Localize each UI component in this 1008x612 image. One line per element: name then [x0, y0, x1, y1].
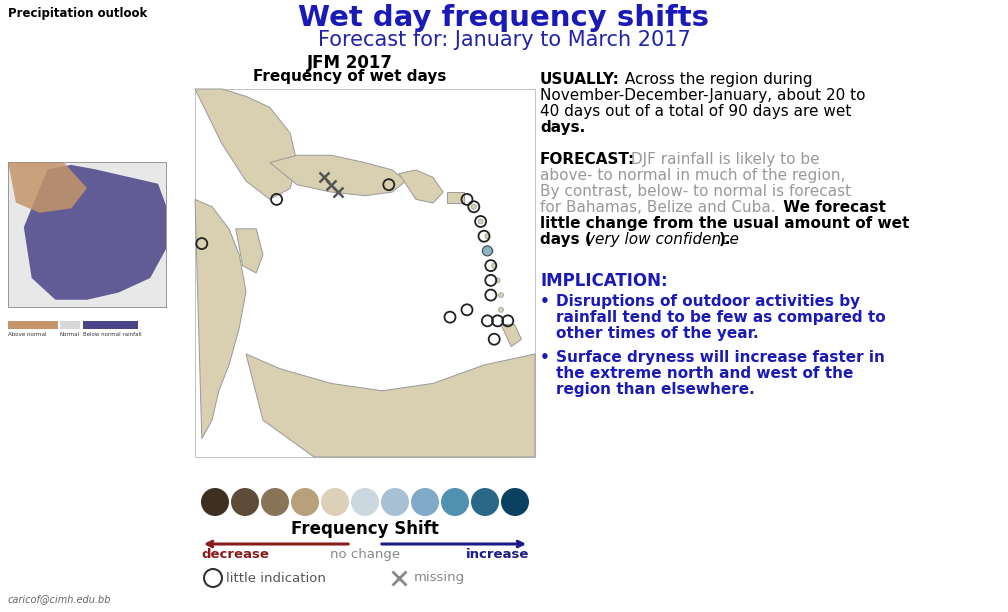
- Text: By contrast, below- to normal is forecast: By contrast, below- to normal is forecas…: [540, 184, 851, 199]
- Circle shape: [442, 488, 469, 516]
- Text: above- to normal in much of the region,: above- to normal in much of the region,: [540, 168, 846, 183]
- Circle shape: [492, 263, 497, 268]
- Circle shape: [201, 488, 229, 516]
- Polygon shape: [399, 170, 444, 203]
- Circle shape: [488, 248, 493, 253]
- Circle shape: [499, 293, 504, 297]
- Text: Wet day frequency shifts: Wet day frequency shifts: [298, 4, 710, 32]
- Text: other times of the year.: other times of the year.: [556, 326, 759, 341]
- Text: Frequency of wet days: Frequency of wet days: [253, 69, 447, 84]
- Bar: [8, 321, 58, 329]
- Polygon shape: [195, 89, 297, 200]
- Text: increase: increase: [466, 548, 529, 561]
- Text: •: •: [540, 294, 550, 310]
- Text: region than elsewhere.: region than elsewhere.: [556, 382, 755, 397]
- Text: Frequency Shift: Frequency Shift: [291, 520, 438, 538]
- Circle shape: [471, 488, 499, 516]
- Text: days (: days (: [540, 232, 592, 247]
- Text: the extreme north and west of the: the extreme north and west of the: [556, 367, 854, 381]
- Circle shape: [499, 307, 504, 312]
- Bar: [60, 321, 80, 329]
- Bar: [8, 162, 166, 307]
- Text: Precipitation outlook: Precipitation outlook: [8, 7, 147, 20]
- Text: Normal: Normal: [60, 332, 80, 337]
- Text: no change: no change: [330, 548, 400, 561]
- Circle shape: [483, 246, 492, 256]
- Text: for Bahamas, Belize and Cuba.: for Bahamas, Belize and Cuba.: [540, 200, 775, 215]
- Circle shape: [478, 219, 483, 224]
- Text: FORECAST:: FORECAST:: [540, 152, 635, 167]
- Text: little indication: little indication: [226, 572, 326, 584]
- Polygon shape: [8, 162, 87, 213]
- Text: caricof@cimh.edu.bb: caricof@cimh.edu.bb: [8, 594, 112, 604]
- Polygon shape: [236, 229, 263, 273]
- Text: USUALLY:: USUALLY:: [540, 72, 620, 87]
- Polygon shape: [195, 200, 246, 439]
- Circle shape: [411, 488, 439, 516]
- Polygon shape: [246, 354, 535, 457]
- Circle shape: [231, 488, 259, 516]
- Text: Across the region during: Across the region during: [620, 72, 812, 87]
- Circle shape: [472, 204, 477, 209]
- Circle shape: [321, 488, 349, 516]
- Text: rainfall tend to be few as compared to: rainfall tend to be few as compared to: [556, 310, 886, 326]
- Polygon shape: [501, 324, 521, 346]
- Polygon shape: [24, 165, 166, 300]
- Text: Above normal: Above normal: [8, 332, 46, 337]
- Circle shape: [381, 488, 409, 516]
- Text: We forecast: We forecast: [778, 200, 886, 215]
- Text: very low confidence: very low confidence: [586, 232, 739, 247]
- Circle shape: [485, 234, 490, 239]
- Text: decrease: decrease: [201, 548, 269, 561]
- Circle shape: [495, 278, 500, 283]
- Bar: [195, 89, 535, 457]
- Text: 40 days out of a total of 90 days are wet: 40 days out of a total of 90 days are we…: [540, 104, 852, 119]
- Circle shape: [351, 488, 379, 516]
- Text: little change from the usual amount of wet: little change from the usual amount of w…: [540, 216, 909, 231]
- Circle shape: [261, 488, 289, 516]
- Text: missing: missing: [414, 572, 465, 584]
- Text: Surface dryness will increase faster in: Surface dryness will increase faster in: [556, 351, 885, 365]
- Text: •: •: [540, 351, 550, 365]
- Text: November-December-January, about 20 to: November-December-January, about 20 to: [540, 88, 866, 103]
- Text: days.: days.: [540, 120, 586, 135]
- Bar: [8, 162, 166, 307]
- Polygon shape: [447, 192, 464, 203]
- Polygon shape: [270, 155, 406, 196]
- Bar: [83, 321, 138, 329]
- Text: JFM 2017: JFM 2017: [307, 54, 393, 72]
- Text: Forecast for: January to March 2017: Forecast for: January to March 2017: [318, 30, 690, 50]
- Text: Below normal rainfall: Below normal rainfall: [83, 332, 142, 337]
- Circle shape: [501, 488, 529, 516]
- Text: DJF rainfall is likely to be: DJF rainfall is likely to be: [626, 152, 820, 167]
- Text: ).: ).: [719, 232, 732, 247]
- Text: IMPLICATION:: IMPLICATION:: [540, 272, 667, 290]
- Circle shape: [291, 488, 319, 516]
- Text: Disruptions of outdoor activities by: Disruptions of outdoor activities by: [556, 294, 860, 310]
